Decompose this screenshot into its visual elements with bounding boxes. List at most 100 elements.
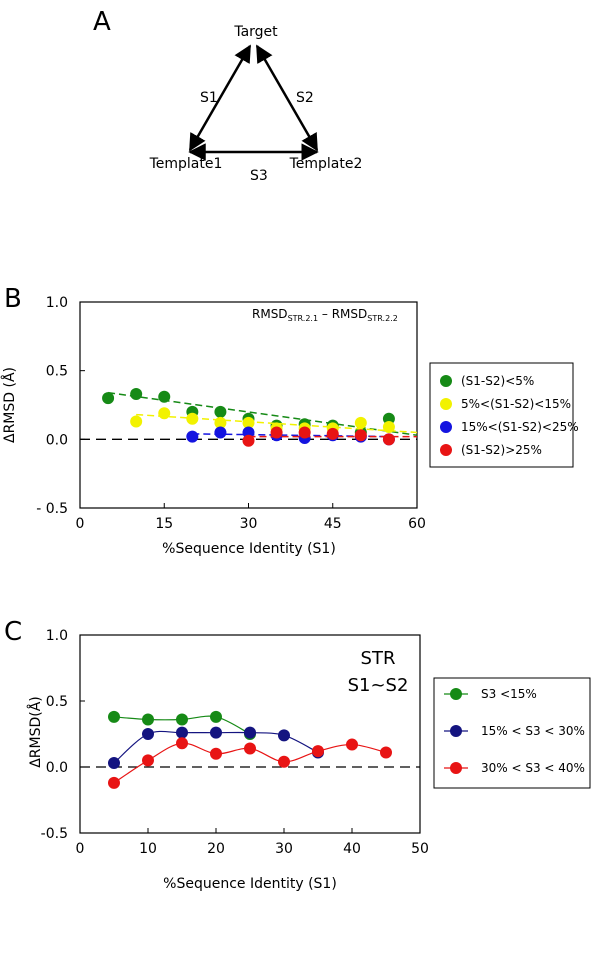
node-target: Target xyxy=(233,24,278,40)
data-point xyxy=(214,426,227,439)
rmsd-sub-1: STR.2.1 xyxy=(288,314,319,323)
data-point xyxy=(130,388,143,401)
panel-c-letter: C xyxy=(4,617,22,647)
data-point xyxy=(108,710,120,723)
rmsd-dash: – xyxy=(318,307,332,321)
rmsd-annotation: RMSDSTR.2.1 – RMSDSTR.2.2 xyxy=(252,307,398,323)
data-point xyxy=(210,747,222,760)
y-axis-label-c: ΔRMSD(Å) xyxy=(27,696,44,768)
panel-b-letter: B xyxy=(4,284,22,314)
data-point xyxy=(186,430,199,443)
panel-b: B RMSDSTR.2.1 – RMSDSTR.2.2 %Sequence Id… xyxy=(1,284,579,557)
legend-marker xyxy=(440,398,452,410)
data-point xyxy=(270,426,283,439)
legend-marker xyxy=(440,421,452,433)
x-tick-label: 60 xyxy=(408,516,426,532)
legend-marker xyxy=(440,375,452,387)
data-point xyxy=(158,407,171,420)
edge-s2-label: S2 xyxy=(296,90,314,106)
legend-item: 30% < S3 < 40% xyxy=(444,761,585,775)
legend-item: (S1-S2)>25% xyxy=(440,443,542,457)
y-tick-label: 0.5 xyxy=(46,364,68,380)
node-template2: Template2 xyxy=(289,156,363,172)
data-point xyxy=(176,726,188,739)
data-point xyxy=(278,755,290,768)
trend-line xyxy=(136,413,418,434)
data-point xyxy=(298,426,311,439)
legend-label: (S1-S2)<5% xyxy=(461,374,534,388)
node-template1: Template1 xyxy=(149,156,223,172)
x-tick-label: 0 xyxy=(76,516,85,532)
x-tick-label: 50 xyxy=(411,841,429,857)
y-tick-label: 0.0 xyxy=(46,760,68,776)
data-point xyxy=(354,416,367,429)
legend-marker xyxy=(450,688,462,700)
x-axis-label-b: %Sequence Identity (S1) xyxy=(162,541,336,557)
legend-marker xyxy=(450,725,462,737)
legend-label: 15% < S3 < 30% xyxy=(481,724,585,738)
edge-s1-arrow xyxy=(188,44,252,152)
data-point xyxy=(242,426,255,439)
rmsd-main-2: RMSD xyxy=(332,307,368,321)
data-point xyxy=(382,412,395,425)
y-axis-label-b: ΔRMSD (Å) xyxy=(1,367,18,443)
legend-label: 30% < S3 < 40% xyxy=(481,761,585,775)
panel-a-letter: A xyxy=(93,7,111,37)
y-tick-label: - 0.5 xyxy=(36,501,68,517)
edge-s2-arrow xyxy=(255,44,319,152)
x-tick-label: 20 xyxy=(207,841,225,857)
data-point xyxy=(326,427,339,440)
x-tick-label: 30 xyxy=(240,516,258,532)
legend-label: 5%<(S1-S2)<15% xyxy=(461,397,571,411)
edge-s1-label: S1 xyxy=(200,90,218,106)
data-point xyxy=(382,420,395,433)
data-point xyxy=(176,713,188,726)
plot-frame-b xyxy=(79,301,418,509)
data-point xyxy=(210,726,222,739)
y-tick-label: 0.0 xyxy=(46,432,68,448)
data-point xyxy=(312,745,324,758)
data-point xyxy=(142,728,154,740)
legend-box-b xyxy=(429,362,574,468)
y-tick-label: -0.5 xyxy=(41,826,68,842)
x-tick-label: 40 xyxy=(343,841,361,857)
y-tick-label: 1.0 xyxy=(46,628,68,644)
series-2 xyxy=(108,737,392,789)
legend-item: 5%<(S1-S2)<15% xyxy=(440,397,571,411)
s1-s2-annotation: S1~S2 xyxy=(348,675,409,696)
series-3 xyxy=(242,426,417,447)
data-point xyxy=(142,713,154,726)
series-0 xyxy=(102,388,418,439)
data-point xyxy=(130,415,143,428)
plot-frame-c xyxy=(79,634,421,834)
data-point xyxy=(380,746,392,759)
legend-label: S3 <15% xyxy=(481,687,537,701)
panel-a: A Target Template1 Template2 S1 S2 S3 xyxy=(93,7,362,184)
edge-s3-label: S3 xyxy=(250,168,268,184)
data-point xyxy=(186,412,199,425)
legend-marker xyxy=(450,762,462,774)
legend-item: (S1-S2)<5% xyxy=(440,374,534,388)
data-point xyxy=(242,416,255,429)
legend-label: (S1-S2)>25% xyxy=(461,443,542,457)
rmsd-sub-2: STR.2.2 xyxy=(367,314,398,323)
x-tick-label: 15 xyxy=(155,516,173,532)
trend-line xyxy=(107,391,418,436)
data-point xyxy=(346,738,358,751)
data-point xyxy=(382,433,395,446)
x-tick-label: 30 xyxy=(275,841,293,857)
data-point xyxy=(354,429,367,442)
str-annotation: STR xyxy=(361,648,396,669)
legend-box-c xyxy=(433,677,591,789)
data-point xyxy=(244,726,256,739)
legend-label: 15%<(S1-S2)<25% xyxy=(461,420,579,434)
data-point xyxy=(158,390,171,403)
y-tick-label: 0.5 xyxy=(46,694,68,710)
legend-item: 15%<(S1-S2)<25% xyxy=(440,420,579,434)
data-point xyxy=(278,729,290,742)
legend-item: S3 <15% xyxy=(444,687,537,701)
data-point xyxy=(142,754,154,767)
y-tick-label: 1.0 xyxy=(46,295,68,311)
x-tick-label: 45 xyxy=(324,516,342,532)
